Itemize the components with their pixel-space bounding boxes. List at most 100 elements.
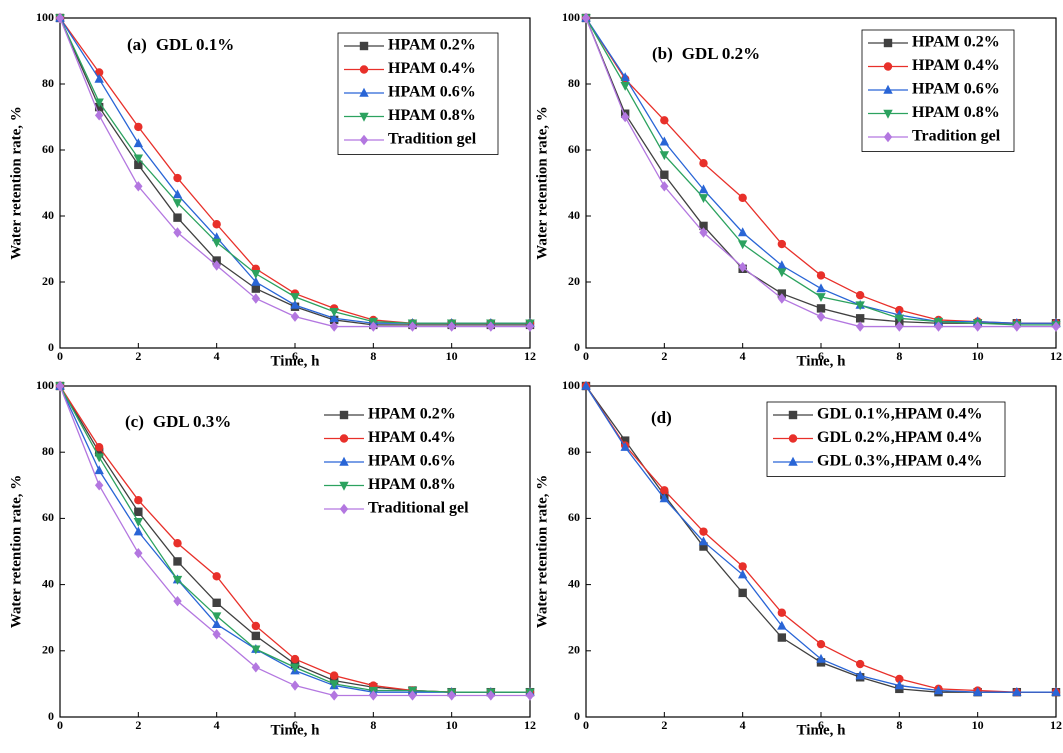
marker [855,659,865,669]
marker [134,122,143,132]
marker [339,410,349,420]
legend-label: HPAM 0.4% [388,60,476,77]
marker [777,260,787,270]
marker [134,547,143,559]
marker [290,311,300,322]
marker [329,308,339,317]
marker [251,662,261,673]
x-tick-label: 0 [57,718,63,732]
x-tick-label: 12 [524,349,536,363]
legend-label: HPAM 0.2% [368,406,456,423]
y-tick-label: 20 [568,643,580,657]
marker [894,680,905,690]
marker [1051,686,1061,696]
marker [1051,321,1061,332]
marker [290,680,300,691]
legend-label: Traditional gel [368,500,469,517]
marker [329,321,339,332]
marker [359,87,369,97]
y-tick-label: 0 [48,709,54,723]
x-tick-label: 6 [292,349,298,363]
marker [94,110,104,121]
y-tick-label: 60 [42,510,54,524]
marker [55,12,65,24]
y-tick-label: 60 [568,142,580,156]
marker [816,293,826,303]
marker [816,311,826,322]
marker [895,674,904,684]
marker [620,81,630,91]
marker [895,321,904,332]
marker [737,227,748,237]
marker [788,456,798,466]
legend-label: HPAM 0.8% [912,104,1000,121]
marker [777,293,787,304]
y-tick-label: 100 [36,10,54,24]
y-tick-label: 80 [568,444,580,458]
marker [211,238,222,248]
marker [172,199,183,208]
marker [972,686,983,696]
marker [134,507,143,516]
y-axis-label: Water retention rate, % [534,106,550,260]
panel-label: (c) [125,412,144,431]
x-tick-label: 12 [524,718,536,732]
x-tick-label: 10 [446,349,458,363]
x-tick-label: 12 [1050,349,1062,363]
y-tick-label: 80 [568,76,580,90]
marker [133,526,144,536]
legend-label: HPAM 0.8% [388,107,476,124]
legend-label: GDL 0.2%,HPAM 0.4% [817,429,982,446]
marker [816,304,826,313]
marker [251,270,261,279]
marker [173,213,182,222]
marker [94,68,104,77]
marker [1012,321,1022,332]
marker [339,456,349,466]
x-tick-label: 2 [661,349,667,363]
y-tick-label: 100 [562,378,580,392]
marker [660,486,669,495]
marker [816,639,826,649]
marker [290,663,300,673]
marker [173,595,182,607]
marker [855,291,865,300]
x-tick-label: 8 [896,718,902,732]
marker [737,569,748,579]
x-tick-label: 0 [583,718,589,732]
marker [659,493,670,503]
marker [339,434,349,443]
panel-label: (a) [127,35,147,54]
marker [369,321,378,332]
x-tick-label: 2 [661,718,667,732]
marker [620,111,630,123]
y-axis-label: Water retention rate, % [534,475,550,629]
annotation: GDL 0.2% [682,44,760,63]
x-tick-label: 2 [135,718,141,732]
marker [738,193,747,203]
legend-label: HPAM 0.2% [912,34,1000,51]
marker [173,227,182,238]
marker [525,690,535,701]
marker [212,572,221,581]
y-tick-label: 20 [42,643,54,657]
y-tick-label: 40 [42,208,54,222]
marker [133,138,144,148]
y-tick-label: 40 [568,208,580,222]
marker [329,671,339,680]
marker [660,170,669,179]
legend-label: HPAM 0.2% [388,37,476,54]
marker [738,588,747,598]
annotation: GDL 0.3% [153,412,231,431]
panel-label: (d) [651,408,672,427]
marker [359,112,369,122]
x-axis-label: Time, h [271,722,321,738]
marker [855,670,865,680]
marker [212,220,221,229]
y-tick-label: 20 [42,274,54,288]
x-tick-label: 4 [214,349,220,363]
y-tick-label: 40 [42,576,54,590]
marker [251,293,261,304]
